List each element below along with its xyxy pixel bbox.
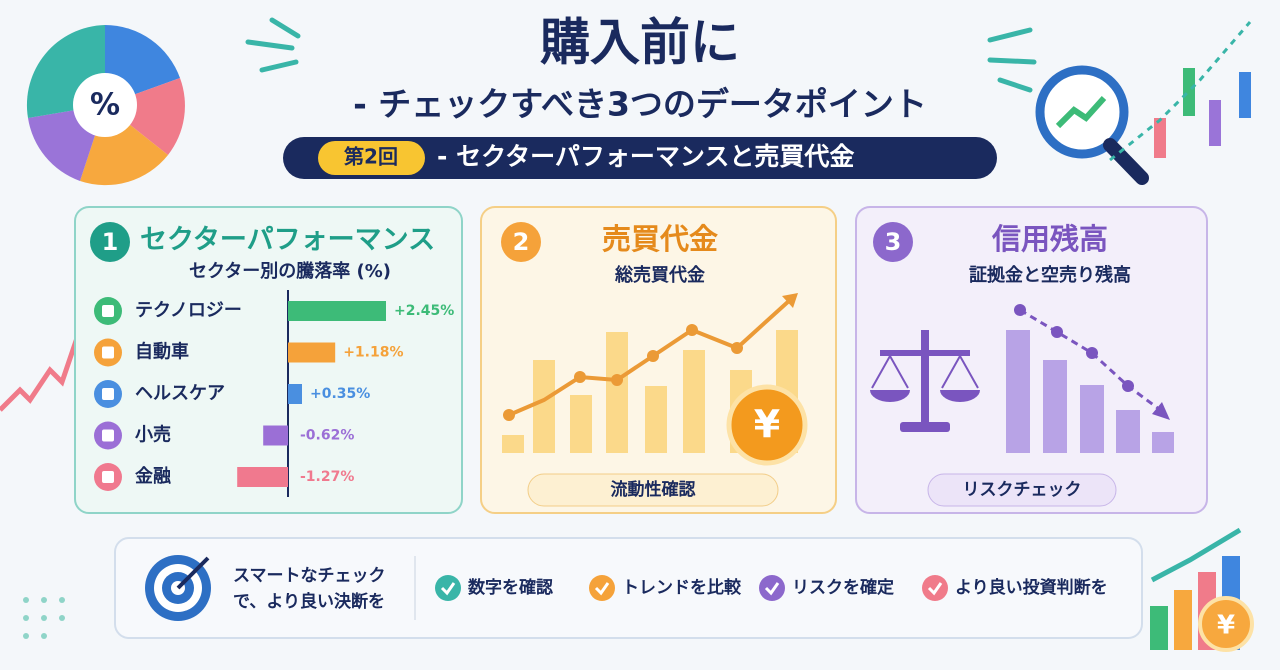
panel-title: 信用残高 [991, 222, 1108, 256]
check-mark [764, 582, 780, 596]
sector-icon-glyph [102, 429, 114, 442]
category-label: 金融 [135, 465, 171, 487]
magnifier-icon [1035, 65, 1149, 185]
trend-arrow [0, 334, 81, 412]
badge-bar [283, 137, 997, 179]
badge: 第2回 [344, 145, 398, 169]
sector-icon-glyph [102, 346, 114, 359]
panel-number: 3 [885, 228, 902, 256]
bar [288, 301, 386, 321]
sector-icon-glyph [102, 471, 114, 483]
check-mark [594, 582, 610, 596]
scale-icon [870, 330, 980, 432]
category-label: 自動車 [135, 341, 189, 363]
panel-subtitle: 証拠金と空売り残高 [969, 264, 1131, 286]
panel-number: 1 [102, 228, 119, 256]
sector-icon-glyph [102, 305, 114, 317]
candles [1109, 21, 1252, 162]
arrow-head [1152, 402, 1170, 420]
number-badge [501, 222, 541, 262]
dots-deco [23, 597, 65, 639]
trend-line [1019, 308, 1164, 414]
check-icon [435, 575, 461, 601]
growth-icon [1150, 527, 1254, 652]
target-icon [145, 555, 211, 621]
bar [237, 467, 288, 487]
margin-bars [1006, 330, 1174, 453]
category-label: テクノロジー [135, 300, 242, 321]
check-icon [922, 575, 948, 601]
series-title: - セクターパフォーマンスと売買代金 [437, 142, 854, 171]
footer-item: 数字を確認 [467, 577, 553, 598]
pie-icon [26, 25, 185, 186]
value-label: +0.35% [310, 386, 370, 402]
panel-subtitle: セクター別の騰落率 (%) [189, 260, 391, 282]
panel-title: セクターパフォーマンス [140, 225, 435, 256]
sector-chart: テクノロジー +2.45% 自動車 +1.18% ヘルスケア +0.35% 小売 -0.62%… [94, 290, 454, 497]
footer-lead: で、より良い決断を [233, 591, 385, 612]
value-label: -1.27% [300, 469, 354, 485]
footer [114, 537, 1143, 639]
title: 購入前に [540, 14, 740, 72]
value-label: +1.18% [343, 345, 403, 361]
panel-subtitle: 総売買代金 [614, 264, 706, 286]
subtitle: - チェックすべき3つのデータポイント [353, 85, 927, 124]
badge-pill [318, 141, 425, 175]
yen-label: ¥ [754, 403, 780, 447]
button[interactable] [527, 473, 779, 507]
pie-label: % [90, 88, 120, 123]
footer-item: リスクを確定 [792, 577, 894, 598]
panel [74, 206, 463, 514]
check-mark [440, 582, 456, 596]
trend-dots [1014, 304, 1134, 392]
yen-label: ¥ [1217, 611, 1235, 641]
value-label: +2.45% [394, 303, 454, 319]
arrow-head [782, 293, 798, 308]
bar [263, 425, 288, 446]
trend-dots [503, 324, 743, 421]
check-icon [759, 575, 785, 601]
trend-line [508, 298, 792, 417]
panel-number: 2 [513, 228, 530, 256]
bar [288, 384, 302, 404]
sector-icon-glyph [102, 388, 114, 400]
number-badge [873, 222, 913, 262]
bar [288, 342, 336, 363]
footer-lead: スマートなチェック [233, 566, 386, 586]
button-label: リスクチェック [963, 480, 1082, 500]
footer-item: トレンドを比較 [622, 577, 742, 598]
category-label: 小売 [135, 424, 171, 446]
yen-icon [726, 384, 808, 466]
category-label: ヘルスケア [135, 383, 225, 404]
check-icon [589, 575, 615, 601]
value-label: -0.62% [300, 428, 354, 444]
footer-items: 数字を確認 トレンドを比較 リスクを確定 より良い投資判断を [435, 575, 1108, 601]
check-mark [927, 582, 943, 596]
button[interactable] [927, 473, 1117, 507]
button-label: 流動性確認 [611, 479, 696, 500]
accent [245, 17, 1037, 93]
panel-title: 売買代金 [602, 222, 718, 256]
footer-item: より良い投資判断を [955, 577, 1108, 598]
number-badge [90, 222, 130, 262]
